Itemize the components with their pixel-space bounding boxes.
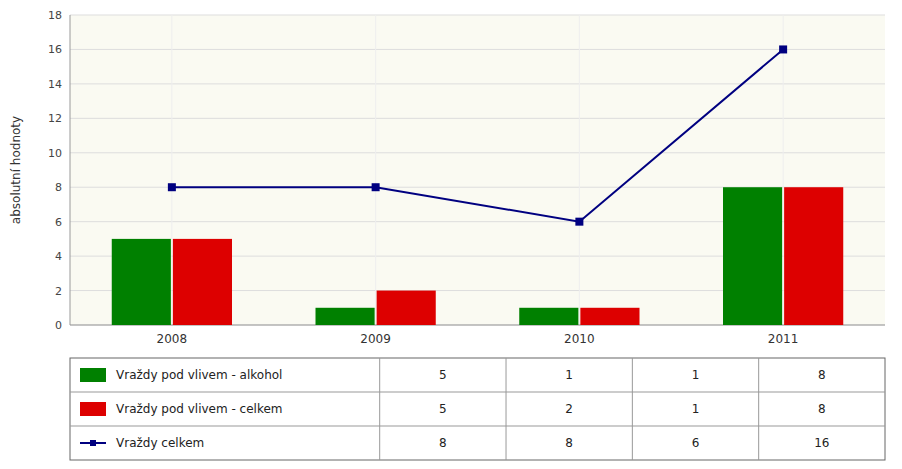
bar [723, 187, 782, 325]
table-value: 6 [692, 436, 700, 450]
y-tick-label: 12 [48, 112, 62, 125]
legend-swatch [80, 402, 106, 416]
line-marker [779, 45, 787, 53]
grid-line-vertical [375, 15, 376, 325]
table-row-line [70, 426, 885, 427]
table-col-line [506, 358, 507, 460]
table-row-line [70, 392, 885, 393]
y-tick-label: 8 [55, 181, 62, 194]
legend-label: Vraždy pod vlivem - alkohol [116, 368, 282, 382]
x-tick-label: 2009 [360, 332, 391, 346]
chart: 024681012141618absolutní hodnoty20082009… [0, 0, 902, 469]
bar [784, 187, 843, 325]
y-tick-label: 18 [48, 9, 62, 22]
marks [112, 45, 844, 325]
legend-swatch-marker [90, 440, 96, 446]
table-value: 1 [692, 402, 700, 416]
table-value: 1 [565, 368, 573, 382]
grid-line [70, 49, 885, 50]
grid-line-vertical [579, 15, 580, 325]
table-col-line [758, 358, 759, 460]
chart-container: 024681012141618absolutní hodnoty20082009… [0, 0, 902, 469]
line-marker [575, 218, 583, 226]
bar [580, 308, 639, 325]
y-tick-label: 14 [48, 78, 62, 91]
table-value: 2 [565, 402, 573, 416]
bar [316, 308, 375, 325]
grid-line-vertical [171, 15, 172, 325]
table-value: 8 [818, 368, 826, 382]
legend-swatch [80, 368, 106, 382]
table-col-line [632, 358, 633, 460]
data-table: Vraždy pod vlivem - alkohol 5 1 1 8 Vraždy po… [70, 358, 885, 460]
table-border [70, 358, 885, 460]
y-tick-label: 10 [48, 147, 62, 160]
bar [377, 291, 436, 325]
grid-line [70, 15, 885, 16]
x-tick-label: 2010 [564, 332, 595, 346]
line [172, 49, 783, 221]
y-tick-label: 2 [55, 285, 62, 298]
y-tick-label: 0 [55, 319, 62, 332]
grid-line [70, 152, 885, 153]
table-value: 1 [692, 368, 700, 382]
grid-line [70, 118, 885, 119]
y-tick-label: 16 [48, 43, 62, 56]
y-axis-line [70, 15, 71, 325]
x-tick-label: 2008 [157, 332, 188, 346]
table-value: 8 [439, 436, 447, 450]
y-axis: 0 2 4 6 8 10 12 14 16 18 [48, 9, 885, 332]
bar [112, 239, 171, 325]
x-tick-label: 2011 [768, 332, 799, 346]
bar [519, 308, 578, 325]
table-value: 8 [565, 436, 573, 450]
table-value: 8 [818, 402, 826, 416]
legend-label: Vraždy celkem [116, 436, 204, 450]
legend-label: Vraždy pod vlivem - celkem [116, 402, 283, 416]
plot-background [70, 15, 885, 325]
table-col-line [379, 358, 380, 460]
y-tick-label: 4 [55, 250, 62, 263]
table-value: 16 [814, 436, 829, 450]
table-value: 5 [439, 368, 447, 382]
grid-line [70, 83, 885, 84]
table-value: 5 [439, 402, 447, 416]
y-tick-label: 6 [55, 216, 62, 229]
bar [173, 239, 232, 325]
grid-line-vertical [783, 15, 784, 325]
line-marker [168, 183, 176, 191]
y-axis-label: absolutní hodnoty [9, 116, 23, 224]
line-marker [372, 183, 380, 191]
